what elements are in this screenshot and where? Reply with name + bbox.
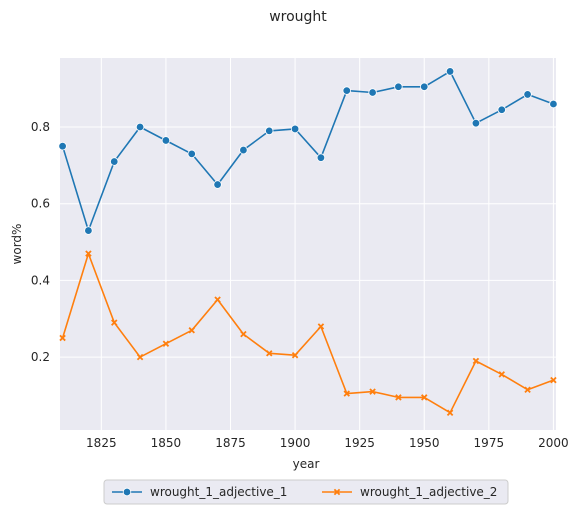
- series-2-point: [317, 323, 325, 330]
- y-tick-label: 0.8: [31, 120, 50, 134]
- x-tick-label: 1975: [474, 436, 505, 450]
- series-2-point: [162, 340, 170, 347]
- x-tick-label: 1900: [280, 436, 311, 450]
- series-line-2: [61, 252, 554, 414]
- series-1-point: [265, 126, 274, 136]
- series-1-point: [213, 180, 222, 189]
- y-tick-label: 0.6: [31, 197, 50, 211]
- series-2-point: [498, 371, 505, 378]
- series-1-point: [342, 86, 351, 95]
- x-tick-label: 2000: [538, 436, 569, 450]
- series-1-point: [471, 118, 481, 128]
- series-2-point: [136, 353, 144, 361]
- y-axis-label: word%: [10, 224, 24, 265]
- legend-label: wrought_1_adjective_1: [150, 485, 287, 499]
- series-group: [58, 67, 558, 416]
- series-1-point: [549, 99, 558, 109]
- legend-label: wrought_1_adjective_2: [360, 485, 497, 499]
- series-1-point: [110, 157, 119, 166]
- series-2-point: [369, 388, 376, 395]
- y-tick-label: 0.2: [31, 350, 50, 364]
- x-tick-label: 1850: [151, 436, 182, 450]
- series-2-point: [59, 334, 66, 342]
- x-tick-label: 1825: [86, 436, 117, 450]
- x-tick-label: 1950: [409, 436, 440, 450]
- plot-area: [60, 58, 556, 430]
- series-1-point: [58, 142, 67, 151]
- series-2-point: [240, 330, 247, 338]
- series-2-point: [188, 327, 195, 334]
- series-1-point: [161, 136, 171, 145]
- series-2-point: [111, 319, 118, 326]
- series-2-point: [446, 409, 454, 416]
- series-1-point: [394, 82, 403, 91]
- x-ticks: 1825 1850 1875 1900 1925 1950 1975 2000: [86, 436, 569, 450]
- series-2-point: [266, 350, 273, 357]
- series-2-point: [291, 351, 299, 359]
- series-2-point: [343, 390, 350, 397]
- series-1-point: [368, 88, 377, 97]
- series-1-point: [316, 153, 326, 162]
- y-tick-label: 0.4: [31, 273, 50, 287]
- series-1-point: [523, 90, 532, 99]
- legend-marker: [333, 488, 341, 496]
- series-2-point: [550, 376, 557, 384]
- x-tick-label: 1875: [215, 436, 246, 450]
- legend-marker: [122, 487, 132, 497]
- series-2-point: [421, 394, 428, 401]
- legend-box: [103, 479, 509, 505]
- series-2-point: [214, 296, 221, 303]
- series-2-point: [472, 357, 480, 365]
- series-1-point: [239, 145, 248, 155]
- series-2-point: [524, 386, 531, 393]
- series-1-point: [84, 226, 93, 235]
- series-1-point: [290, 124, 300, 134]
- series-1-point: [445, 67, 455, 76]
- series-1-point: [420, 82, 429, 91]
- series-line-1: [61, 70, 554, 232]
- x-tick-label: 1925: [344, 436, 375, 450]
- series-1-point: [497, 105, 506, 114]
- y-ticks: 0.2 0.4 0.6 0.8: [31, 120, 50, 364]
- series-1-point: [135, 122, 145, 132]
- series-1-point: [187, 149, 196, 159]
- legend: wrought_1_adjective_1 wrought_1_adjective…: [103, 479, 509, 505]
- chart-title: wrought: [269, 9, 327, 25]
- x-axis-label: year: [293, 457, 320, 471]
- series-2-point: [395, 394, 402, 401]
- series-2-point: [85, 250, 92, 257]
